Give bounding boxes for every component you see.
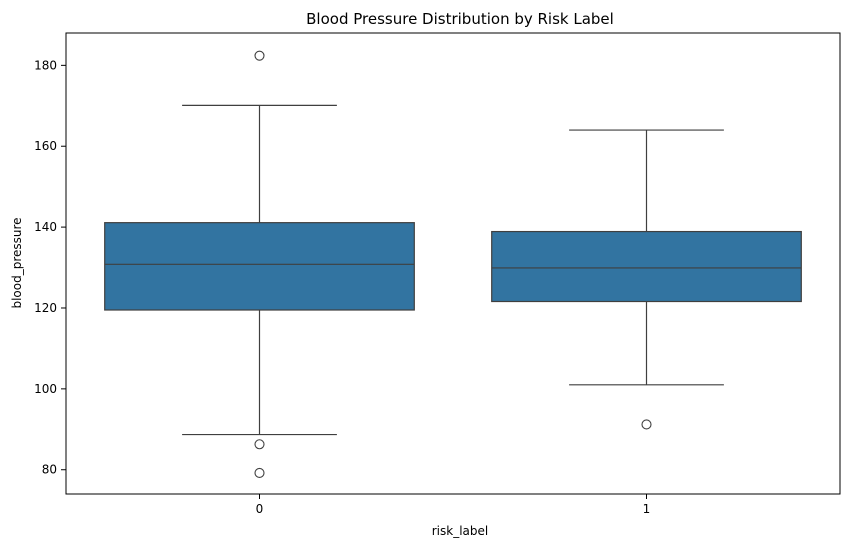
y-tick-label: 120 bbox=[34, 301, 57, 315]
y-axis-label: blood_pressure bbox=[10, 217, 24, 308]
y-tick-label: 180 bbox=[34, 58, 57, 72]
y-tick-label: 160 bbox=[34, 139, 57, 153]
outlier-point bbox=[254, 50, 265, 61]
plot-frame bbox=[65, 32, 841, 495]
y-tick-label: 140 bbox=[34, 220, 57, 234]
x-tick-label: 0 bbox=[256, 502, 264, 516]
x-axis-label: risk_label bbox=[432, 524, 489, 538]
plot-area: 80 100 120 140 160 180 0 1 bbox=[34, 32, 841, 516]
outlier-point bbox=[254, 439, 265, 450]
chart-title: Blood Pressure Distribution by Risk Labe… bbox=[306, 10, 614, 28]
y-tick-label: 80 bbox=[42, 463, 57, 477]
x-tick-label: 1 bbox=[643, 502, 651, 516]
box-iqr bbox=[104, 222, 415, 311]
outlier-point bbox=[254, 467, 265, 479]
outlier-point bbox=[641, 419, 652, 430]
y-tick-label: 100 bbox=[34, 382, 57, 396]
box-iqr bbox=[491, 230, 802, 303]
